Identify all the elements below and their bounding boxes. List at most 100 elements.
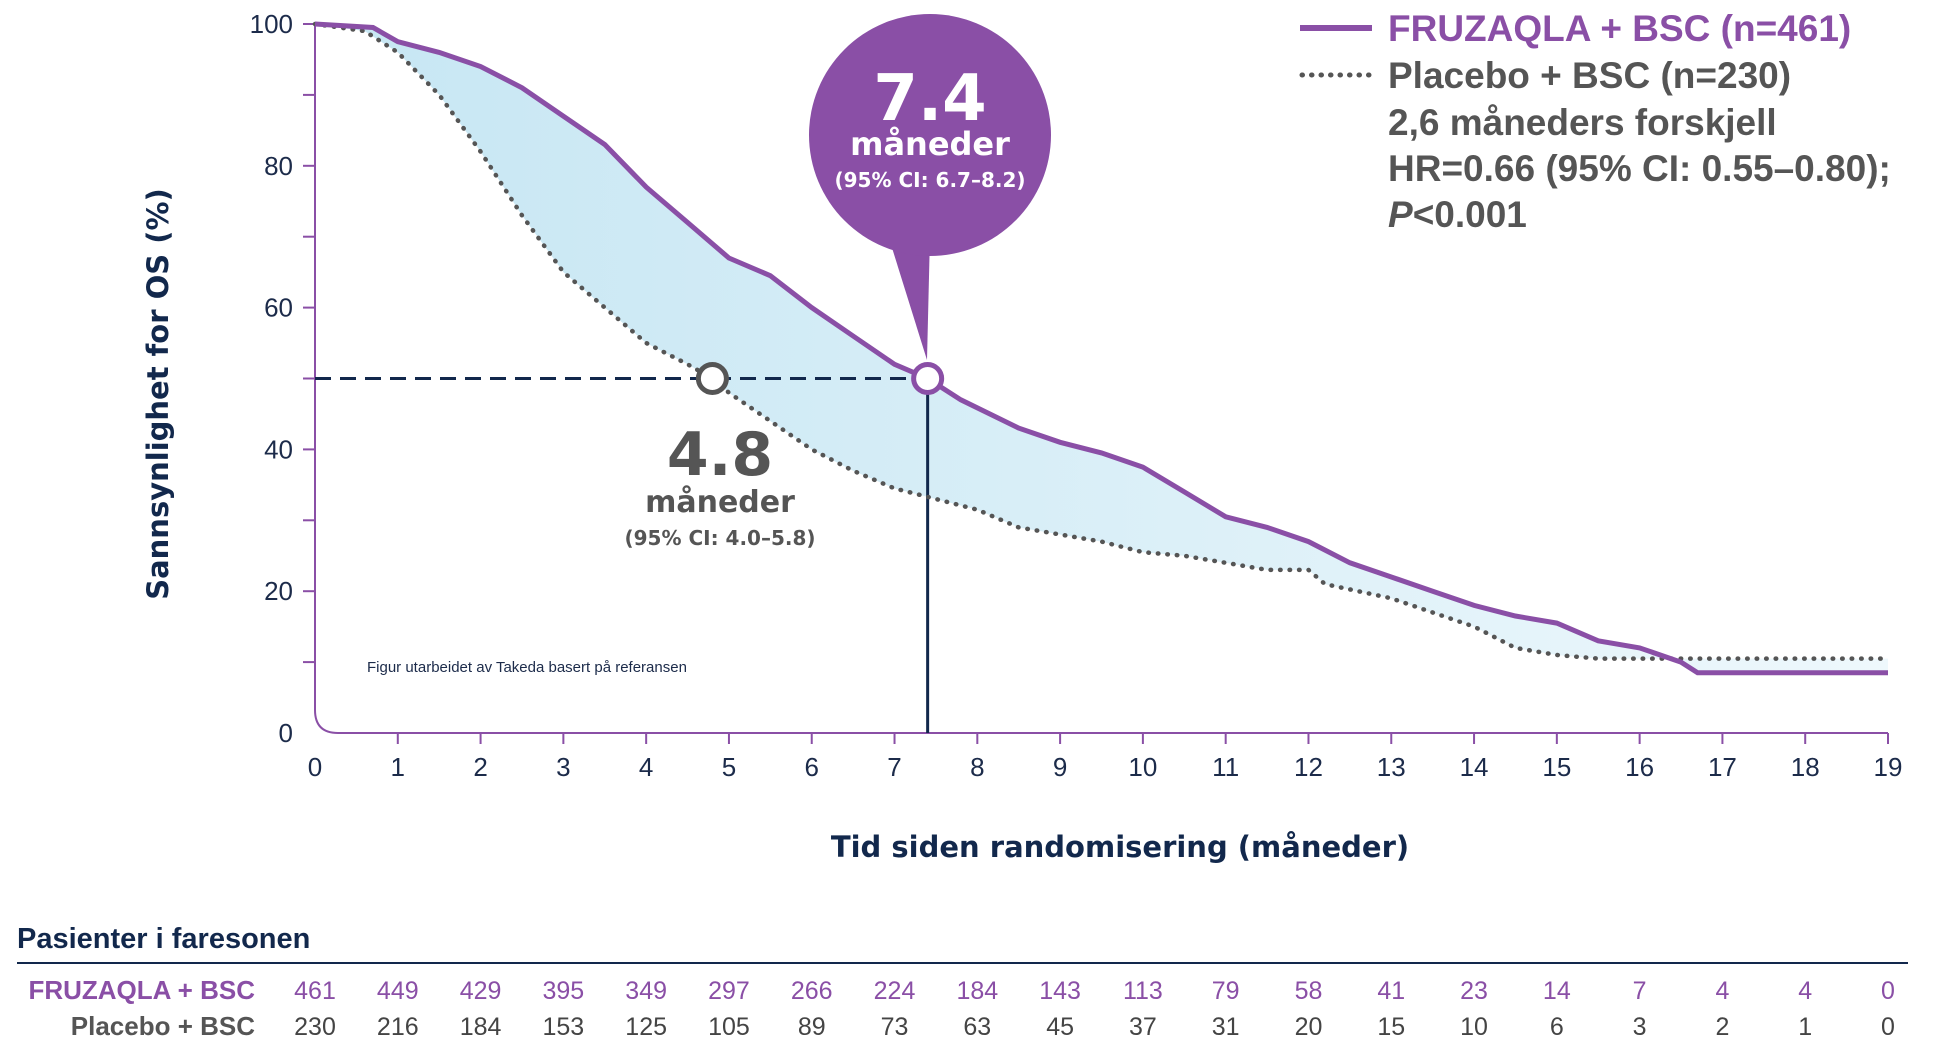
legend-hr: HR=0.66 (95% CI: 0.55–0.80); [1388, 148, 1891, 189]
risk-cell-fruzaqla-8: 184 [956, 977, 998, 1005]
y-axis-title: Sannsynlighet for OS (%) [141, 188, 175, 600]
x-tick-label-1: 1 [391, 752, 405, 782]
x-tick-label-8: 8 [970, 752, 984, 782]
risk-row-label-fruzaqla: FRUZAQLA + BSC [28, 975, 255, 1005]
placebo-median-unit: måneder [645, 484, 795, 520]
x-tick-label-4: 4 [639, 752, 653, 782]
x-tick-label-9: 9 [1053, 752, 1067, 782]
risk-cell-fruzaqla-13: 41 [1377, 977, 1405, 1005]
fruzaqla-curve [314, 21, 1888, 676]
x-tick-label-14: 14 [1460, 752, 1489, 782]
risk-cell-placebo-14: 10 [1460, 1013, 1488, 1038]
risk-cell-fruzaqla-0: 461 [294, 977, 336, 1005]
risk-cell-placebo-6: 89 [798, 1013, 826, 1038]
x-tick-label-17: 17 [1708, 752, 1737, 782]
fruzaqla-median-callout: 7.4 måneder (95% CI: 6.7–8.2) [809, 14, 1051, 360]
risk-cell-fruzaqla-18: 4 [1798, 977, 1812, 1005]
risk-cell-fruzaqla-5: 297 [708, 977, 750, 1005]
legend: FRUZAQLA + BSC (n=461) Placebo + BSC (n=… [1299, 8, 1891, 235]
risk-cell-fruzaqla-3: 395 [543, 977, 585, 1005]
x-tick-label-12: 12 [1294, 752, 1323, 782]
fruzaqla-median-marker [911, 362, 945, 395]
y-tick-label-60: 60 [264, 293, 293, 323]
legend-p-letter: P [1388, 194, 1413, 235]
callout-bubble [809, 14, 1051, 256]
x-tick-label-16: 16 [1625, 752, 1654, 782]
risk-cell-fruzaqla-4: 349 [625, 977, 667, 1005]
axis-frame [314, 24, 1888, 734]
legend-placebo: Placebo + BSC (n=230) [1388, 55, 1791, 96]
x-tick-label-3: 3 [556, 752, 570, 782]
risk-cell-placebo-7: 73 [881, 1013, 909, 1038]
axes [314, 24, 1888, 734]
y-ticks: 0 20 40 60 80 100 [250, 9, 315, 748]
x-axis-title: Tid siden randomisering (måneder) [831, 830, 1409, 864]
risk-cell-placebo-15: 6 [1550, 1013, 1564, 1038]
legend-p-value: <0.001 [1413, 194, 1527, 235]
x-tick-label-7: 7 [887, 752, 901, 782]
risk-cell-placebo-13: 15 [1377, 1013, 1405, 1038]
risk-table-title: Pasienter i faresonen [17, 923, 310, 955]
callout-pointer [888, 235, 930, 360]
risk-cell-fruzaqla-17: 4 [1715, 977, 1729, 1005]
risk-cell-placebo-19: 0 [1881, 1013, 1895, 1038]
placebo-median-marker [695, 362, 729, 395]
placebo-median-ci: (95% CI: 4.0–5.8) [624, 526, 815, 550]
risk-cell-fruzaqla-11: 79 [1212, 977, 1240, 1005]
x-ticks: 0 1 2 3 4 5 6 7 8 9 10 11 12 13 14 15 16 17 18 19 [308, 733, 1903, 782]
x-tick-label-0: 0 [308, 752, 322, 782]
risk-cell-placebo-12: 20 [1295, 1013, 1323, 1038]
fruzaqla-median-ci: (95% CI: 6.7–8.2) [834, 168, 1025, 192]
difference-band [315, 24, 1888, 673]
x-tick-label-10: 10 [1128, 752, 1157, 782]
legend-p: P<0.001 [1388, 194, 1527, 235]
risk-cell-placebo-18: 1 [1798, 1013, 1812, 1038]
y-tick-label-20: 20 [264, 576, 293, 606]
risk-cell-placebo-0: 230 [294, 1013, 336, 1038]
risk-cell-fruzaqla-1: 449 [377, 977, 419, 1005]
risk-cell-fruzaqla-6: 266 [791, 977, 833, 1005]
y-tick-label-0: 0 [279, 718, 293, 748]
risk-cell-placebo-10: 37 [1129, 1013, 1157, 1038]
x-tick-label-6: 6 [805, 752, 819, 782]
risk-cell-fruzaqla-16: 7 [1633, 977, 1647, 1005]
risk-cell-placebo-16: 3 [1633, 1013, 1647, 1038]
x-tick-label-15: 15 [1542, 752, 1571, 782]
placebo-median-value: 4.8 [667, 420, 773, 490]
fruzaqla-median-value: 7.4 [873, 62, 986, 136]
placebo-curve [312, 21, 1891, 661]
risk-cell-fruzaqla-7: 224 [874, 977, 916, 1005]
x-tick-label-19: 19 [1874, 752, 1903, 782]
x-tick-label-11: 11 [1212, 752, 1239, 782]
y-tick-label-100: 100 [250, 9, 293, 39]
placebo-median-annotation: 4.8 måneder (95% CI: 4.0–5.8) [624, 420, 815, 550]
risk-table: Pasienter i faresonen FRUZAQLA + BSC Pla… [17, 923, 1908, 1038]
risk-cell-placebo-8: 63 [963, 1013, 991, 1038]
risk-cell-fruzaqla-12: 58 [1295, 977, 1323, 1005]
legend-difference: 2,6 måneders forskjell [1388, 102, 1777, 143]
risk-cell-placebo-2: 184 [460, 1013, 502, 1038]
y-tick-label-80: 80 [264, 151, 293, 181]
risk-cell-placebo-4: 125 [625, 1013, 667, 1038]
risk-cell-fruzaqla-2: 429 [460, 977, 502, 1005]
risk-cell-placebo-5: 105 [708, 1013, 750, 1038]
risk-cell-fruzaqla-14: 23 [1460, 977, 1488, 1005]
risk-cell-placebo-17: 2 [1715, 1013, 1729, 1038]
x-tick-label-2: 2 [473, 752, 487, 782]
risk-cell-fruzaqla-9: 143 [1039, 977, 1081, 1005]
x-tick-label-18: 18 [1791, 752, 1820, 782]
risk-cell-placebo-11: 31 [1212, 1013, 1240, 1038]
risk-row-label-placebo: Placebo + BSC [71, 1011, 255, 1038]
risk-cell-placebo-1: 216 [377, 1013, 419, 1038]
figure-note: Figur utarbeidet av Takeda basert på ref… [367, 659, 687, 676]
risk-cell-placebo-3: 153 [543, 1013, 585, 1038]
risk-cell-fruzaqla-10: 113 [1123, 977, 1163, 1005]
risk-cell-placebo-9: 45 [1046, 1013, 1074, 1038]
risk-cell-fruzaqla-15: 14 [1543, 977, 1571, 1005]
legend-fruzaqla: FRUZAQLA + BSC (n=461) [1388, 8, 1851, 49]
risk-table-cells: 461 449 429 395 349 297 266 224 184 143 113 79 58 41 2… [294, 977, 1895, 1038]
y-tick-label-40: 40 [264, 434, 293, 464]
x-tick-label-5: 5 [722, 752, 736, 782]
risk-cell-fruzaqla-19: 0 [1881, 977, 1895, 1005]
x-tick-label-13: 13 [1377, 752, 1406, 782]
